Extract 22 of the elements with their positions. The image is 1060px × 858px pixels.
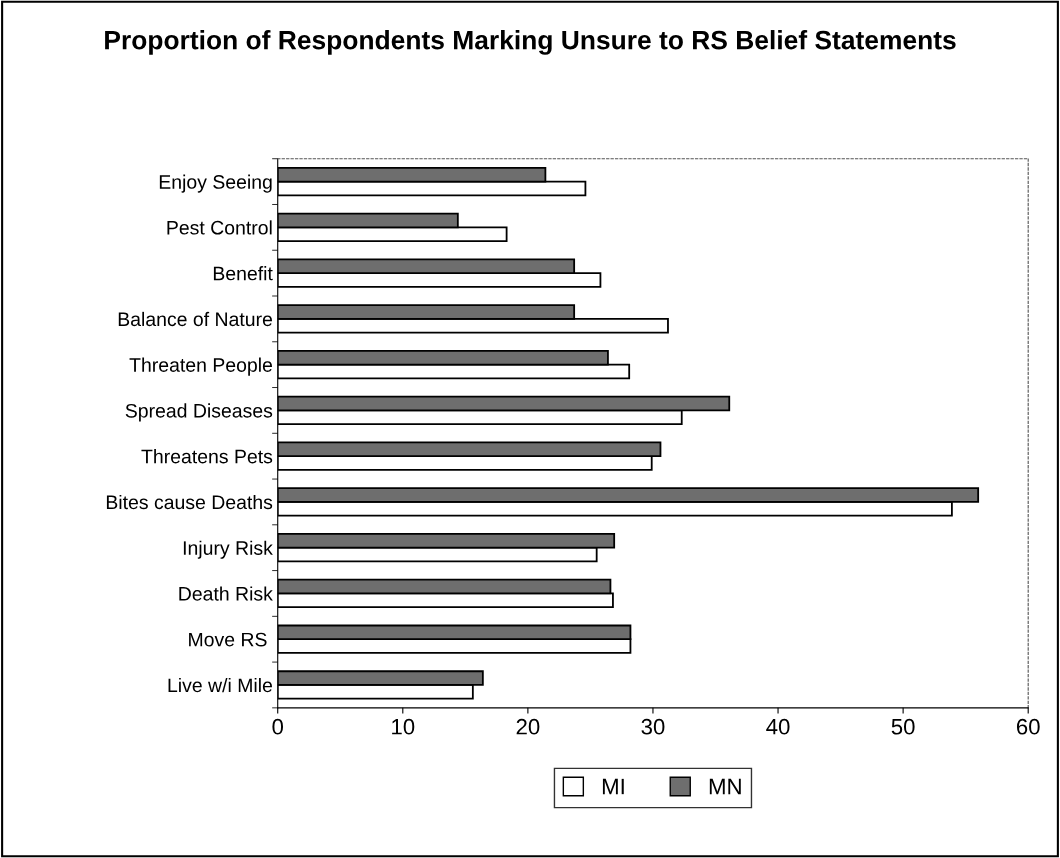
y-tick-label: Death Risk (179, 586, 273, 601)
legend-label: MI (602, 778, 624, 795)
y-tick-label: Injury Risk (183, 540, 273, 559)
y-tick-label: Benefit (213, 266, 273, 281)
y-tick-label: Threatens Pets (141, 449, 273, 464)
x-tick-label: 20 (516, 718, 540, 735)
x-tick-label: 40 (766, 718, 790, 735)
y-tick-label: Spread Diseases (125, 403, 273, 422)
y-tick-label: Threaten People (129, 357, 273, 376)
y-tick-label: Bites cause Deaths (106, 494, 273, 510)
y-tick-label: Move RS (189, 632, 267, 647)
y-tick-label: Enjoy Seeing (159, 174, 272, 193)
y-tick-label: Pest Control (167, 220, 272, 235)
legend-label: MN (709, 778, 741, 795)
x-tick-label: 50 (891, 718, 915, 735)
x-tick-label: 60 (1016, 718, 1040, 735)
y-tick-label: Balance of Nature (118, 311, 272, 327)
x-tick-label: 10 (392, 718, 415, 735)
y-tick-label: Live w/i Mile (168, 677, 272, 693)
x-tick-label: 0 (272, 718, 284, 735)
x-tick-label: 30 (641, 718, 665, 735)
chart-title: Proportion of Respondents Marking Unsure to RS Belief Statements (105, 30, 956, 55)
